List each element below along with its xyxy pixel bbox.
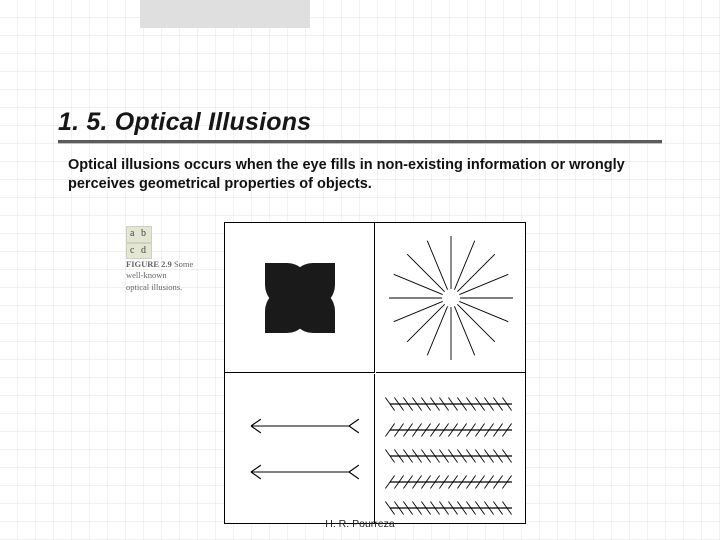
- figure-caption: a b c d FIGURE 2.9 Some well-known optic…: [126, 226, 214, 293]
- caption-fig-label: FIGURE 2.9 Some: [126, 259, 193, 269]
- zollner-svg: [376, 374, 526, 524]
- section-heading: 1. 5. Optical Illusions: [58, 108, 660, 137]
- panel-kanizsa: [225, 223, 375, 373]
- panel-muller-lyer: [225, 374, 375, 524]
- muller-lyer-svg: [225, 374, 375, 524]
- heading-rule: [58, 140, 662, 143]
- caption-line-2: well-known: [126, 270, 167, 280]
- decorative-strip: [140, 0, 310, 28]
- footer-author: H. R. Pourreza: [0, 518, 720, 530]
- caption-ab: a b: [126, 226, 152, 243]
- slide: 1. 5. Optical Illusions Optical illusion…: [0, 0, 720, 540]
- caption-line-3: optical illusions.: [126, 282, 182, 292]
- illusions-figure: [224, 222, 526, 524]
- star-svg: [376, 223, 526, 373]
- caption-cd: c d: [126, 243, 152, 260]
- kanizsa-svg: [225, 223, 375, 373]
- body-text: Optical illusions occurs when the eye fi…: [68, 156, 648, 193]
- panel-star: [376, 223, 526, 373]
- panel-zollner: [376, 374, 526, 524]
